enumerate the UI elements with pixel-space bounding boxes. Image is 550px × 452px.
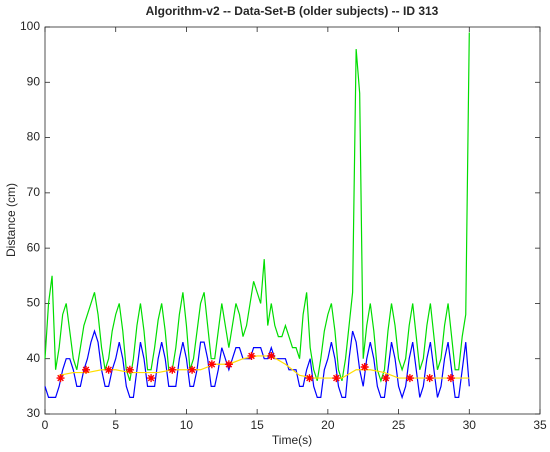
star-marker <box>125 365 134 374</box>
star-marker <box>405 374 414 383</box>
star-marker <box>267 351 276 360</box>
x-tick-label: 35 <box>533 418 547 432</box>
x-tick-label: 20 <box>321 418 335 432</box>
y-tick-label: 100 <box>20 19 40 33</box>
y-axis-label: Distance (cm) <box>4 183 18 257</box>
y-tick-label: 70 <box>27 185 41 199</box>
star-marker <box>446 374 455 383</box>
line-green <box>44 32 470 383</box>
star-marker <box>207 360 216 369</box>
star-marker <box>56 374 65 383</box>
y-tick-label: 80 <box>27 130 41 144</box>
star-marker <box>425 374 434 383</box>
line-blue <box>44 329 470 400</box>
x-tick-label: 15 <box>250 418 264 432</box>
star-marker <box>247 351 256 360</box>
y-tick-label: 60 <box>27 240 41 254</box>
x-tick-label: 0 <box>42 418 49 432</box>
x-tick-label: 10 <box>180 418 194 432</box>
y-tick-label: 30 <box>27 406 41 420</box>
star-marker <box>82 365 91 374</box>
y-tick-label: 90 <box>27 74 41 88</box>
x-axis-label: Time(s) <box>272 433 312 447</box>
y-tick-label: 50 <box>27 296 41 310</box>
y-tick-label: 40 <box>27 351 41 365</box>
star-marker <box>104 365 113 374</box>
x-tick-label: 5 <box>112 418 119 432</box>
star-marker <box>381 374 390 383</box>
star-marker <box>188 365 197 374</box>
x-tick-label: 25 <box>392 418 406 432</box>
star-marker <box>224 360 233 369</box>
chart-title: Algorithm-v2 -- Data-Set-B (older subjec… <box>146 4 439 18</box>
star-marker <box>168 365 177 374</box>
star-marker <box>360 363 369 372</box>
star-marker <box>147 374 156 383</box>
star-marker <box>305 374 314 383</box>
star-marker <box>332 374 341 383</box>
x-tick-label: 30 <box>463 418 477 432</box>
plot-area <box>44 26 541 415</box>
